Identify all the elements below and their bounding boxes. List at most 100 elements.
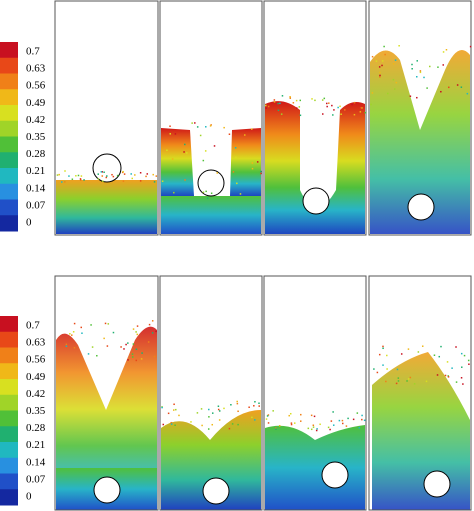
particle (429, 65, 431, 68)
particle (132, 328, 135, 330)
particle (130, 173, 132, 175)
particle (102, 180, 104, 182)
particle (289, 412, 292, 415)
particle (273, 101, 276, 103)
particle (112, 331, 115, 334)
particle (445, 49, 448, 51)
particle (425, 380, 428, 383)
particle-bed (370, 50, 470, 234)
colorbar-label: 0.56 (26, 80, 46, 92)
particle (387, 92, 389, 95)
particle (121, 171, 124, 174)
particle (236, 402, 239, 405)
particle (378, 353, 381, 356)
particle (87, 353, 90, 355)
particle-ball (407, 193, 435, 221)
particle-ball (302, 187, 330, 215)
particle (413, 383, 416, 385)
particle (100, 171, 103, 173)
colorbar-label: 0.21 (26, 439, 45, 451)
colorbar-label: 0.63 (26, 337, 46, 349)
particle (394, 88, 396, 90)
colorbar-label: 0 (26, 217, 32, 229)
particle (351, 103, 353, 106)
particle (230, 404, 232, 406)
particle (196, 126, 199, 128)
particle (251, 162, 254, 164)
particle (310, 414, 313, 417)
particle (202, 191, 205, 194)
particle (436, 374, 439, 376)
particle (265, 107, 267, 109)
particle (237, 423, 239, 426)
panel (54, 275, 159, 511)
particle (444, 374, 447, 377)
particle (80, 175, 83, 177)
particle (395, 81, 398, 84)
particle (167, 412, 170, 415)
particle (397, 380, 400, 382)
particle (379, 76, 381, 78)
particle (376, 371, 379, 374)
particle (281, 95, 284, 97)
particle (148, 323, 151, 326)
particle (319, 423, 321, 426)
particle (56, 174, 59, 176)
particle (237, 410, 239, 413)
particle (267, 414, 270, 416)
particle (353, 113, 356, 116)
particle (266, 415, 269, 417)
particle (162, 423, 165, 426)
particle (370, 103, 372, 106)
particle (448, 86, 450, 89)
particle (205, 190, 207, 193)
colorbar-swatch (0, 105, 18, 122)
particle (338, 419, 341, 422)
particle (200, 408, 203, 410)
particle (379, 71, 381, 74)
particle (173, 191, 175, 194)
particle (356, 412, 359, 414)
particle (267, 105, 270, 108)
particle (71, 178, 74, 180)
particle (392, 63, 395, 65)
particle (125, 343, 127, 346)
particle (191, 122, 193, 124)
particle (279, 102, 281, 105)
particle (345, 425, 348, 427)
particle (65, 343, 68, 346)
particle (416, 60, 418, 62)
particle (106, 345, 109, 347)
particle (385, 380, 387, 383)
particle (400, 353, 403, 355)
particle (332, 411, 334, 413)
colorbar-label: 0 (26, 491, 32, 503)
particle (353, 101, 356, 104)
particle (217, 408, 220, 411)
particle (201, 424, 203, 427)
particle (107, 323, 110, 325)
particle (292, 102, 295, 104)
panel (159, 275, 263, 511)
particle (204, 150, 207, 152)
colorbar-swatch (0, 473, 18, 490)
particle (342, 422, 344, 425)
particle (141, 352, 143, 354)
particle (251, 128, 253, 130)
particle (421, 345, 424, 347)
colorbar-swatch (0, 57, 18, 74)
colorbar-label: 0.21 (26, 165, 45, 177)
particle (311, 98, 313, 100)
particle (103, 171, 105, 174)
particle-ball (92, 153, 122, 183)
particle (169, 133, 172, 135)
particle (272, 410, 274, 412)
particle (131, 353, 134, 355)
particle (136, 325, 139, 327)
particle (77, 174, 80, 177)
particle (394, 59, 397, 61)
particle (381, 64, 383, 67)
particle (139, 172, 142, 174)
particle-column (230, 128, 261, 196)
particle-bed (265, 101, 365, 234)
